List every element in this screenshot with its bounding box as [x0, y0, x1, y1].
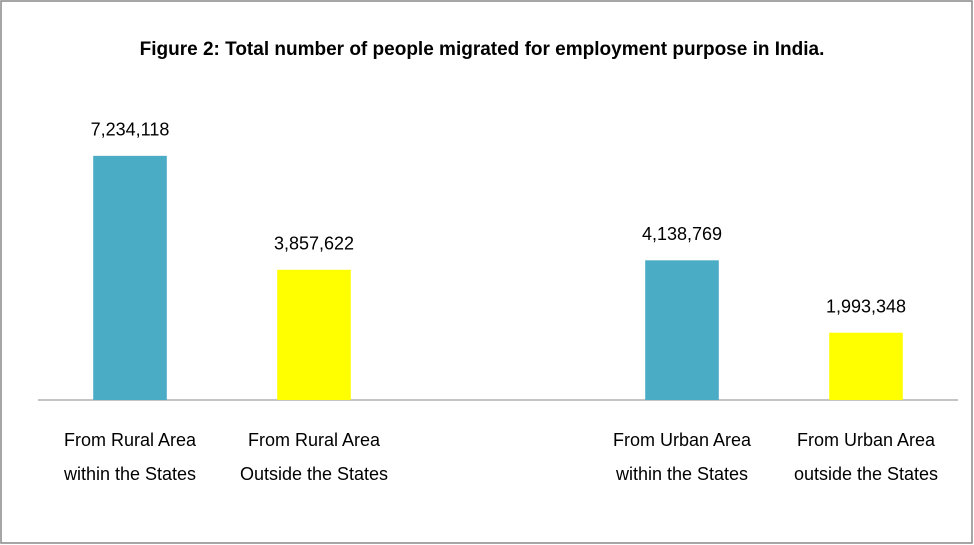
x-tick-label: From Rural Area within the States: [63, 430, 197, 484]
value-label: 3,857,622: [274, 234, 354, 254]
x-tick-label: From Urban Area outside the States: [794, 430, 938, 484]
bar: [277, 269, 351, 400]
value-label: 4,138,769: [642, 224, 722, 244]
x-tick-label: From Urban Area within the States: [613, 430, 752, 484]
x-tick-label: From Rural Area Outside the States: [240, 430, 388, 484]
value-label: 7,234,118: [91, 120, 170, 140]
bar: [93, 155, 167, 400]
value-label: 1,993,348: [826, 296, 906, 316]
bar: [645, 260, 719, 400]
chart-title: Figure 2: Total number of people migrate…: [140, 39, 825, 60]
bar: [829, 332, 903, 400]
